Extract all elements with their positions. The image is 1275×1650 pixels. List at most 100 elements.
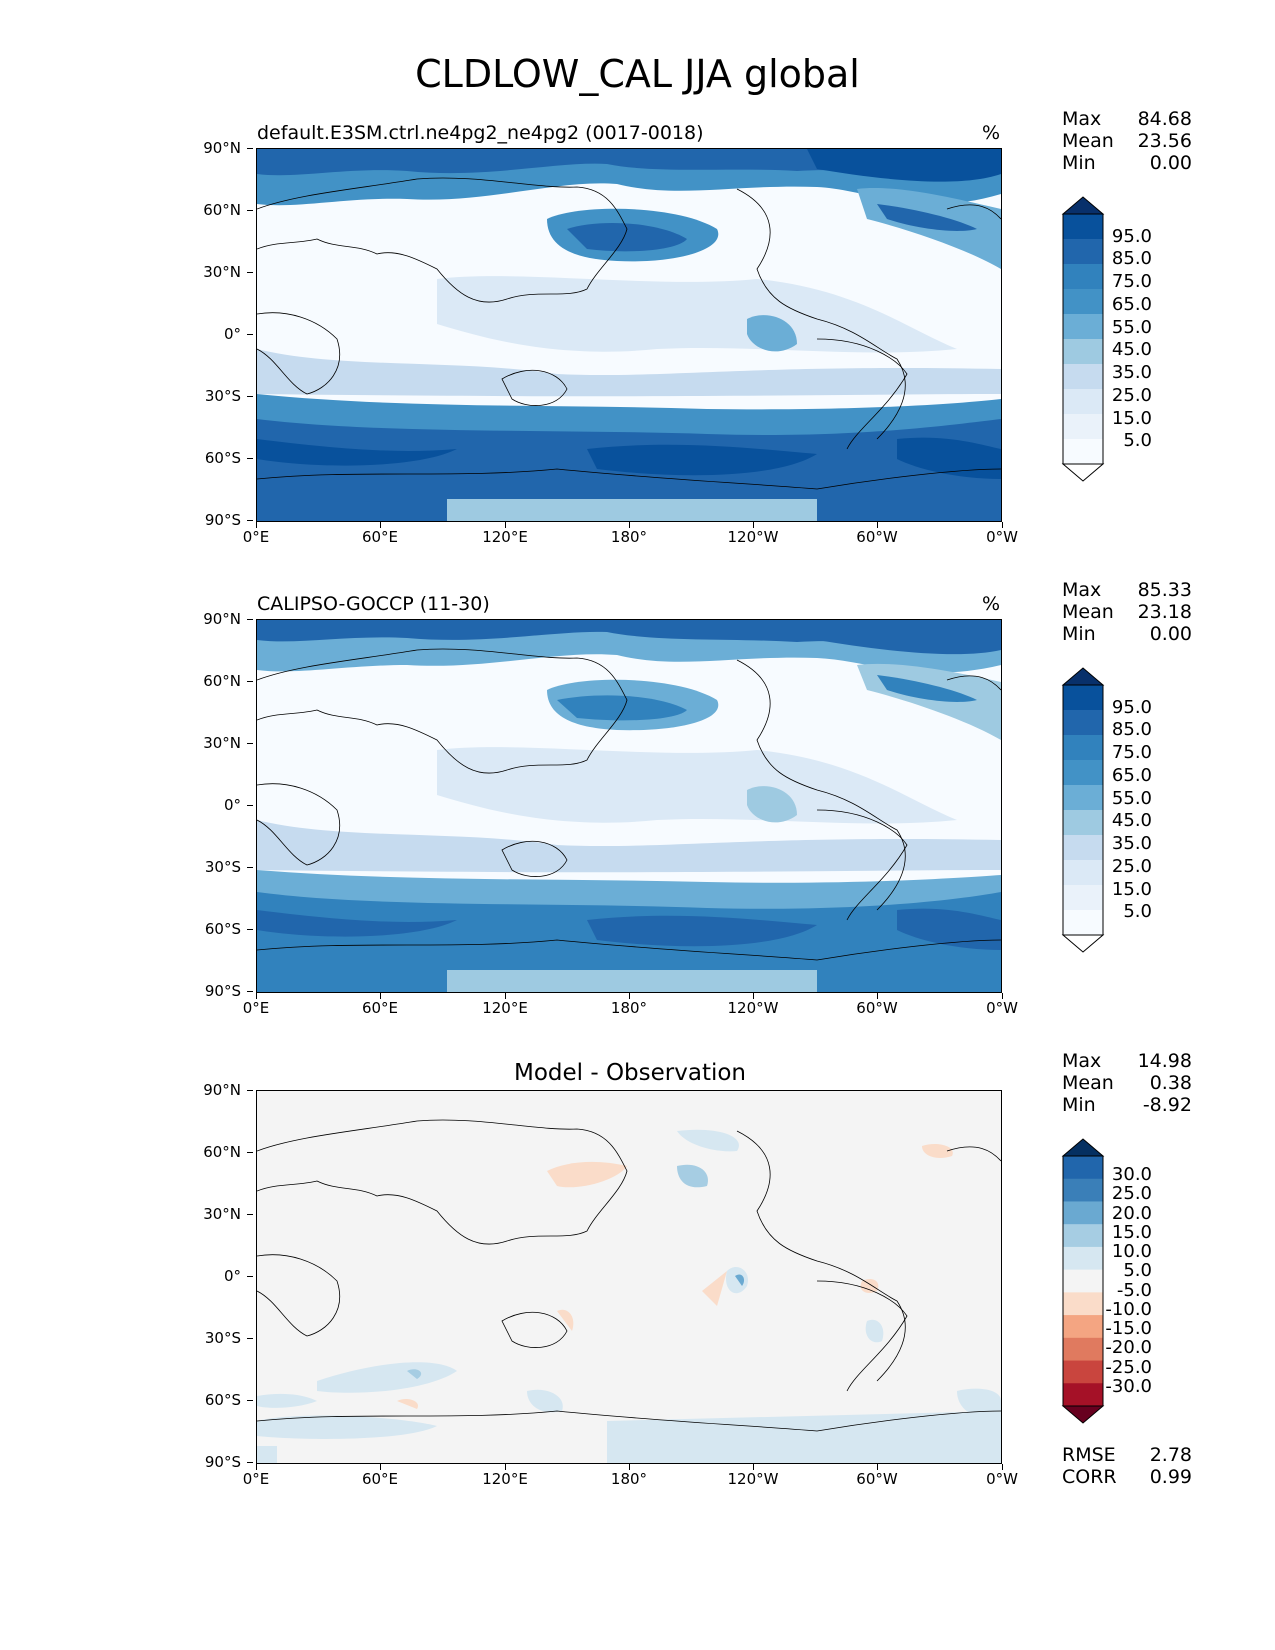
colorbar-extension-min	[1061, 934, 1105, 953]
colorbar-swatch	[1063, 1156, 1103, 1180]
stat-corr: 0.99	[1149, 1466, 1192, 1488]
colorbar-swatch	[1063, 1315, 1103, 1339]
y-tick-label: 90°S	[185, 982, 253, 1000]
map-observation-field	[257, 620, 1001, 992]
panel-title: CALIPSO-GOCCP (11-30)	[257, 593, 490, 615]
colorbar-swatch	[1063, 439, 1103, 465]
colorbar-swatch	[1063, 1246, 1103, 1271]
map-observation	[256, 619, 1002, 993]
x-tick-label: 180°	[589, 522, 669, 546]
stats-box: Max 14.98 Mean 0.38 Min -8.92	[1062, 1050, 1192, 1116]
colorbar-swatch	[1063, 1224, 1103, 1248]
stats-box: Max 84.68 Mean 23.56 Min 0.00	[1062, 108, 1192, 174]
colorbar-swatch	[1063, 710, 1103, 736]
colorbar-swatch	[1063, 1178, 1103, 1202]
colorbar-swatch	[1063, 835, 1103, 861]
y-tick-label: 90°N	[185, 1081, 253, 1099]
y-tick-label: 30°S	[185, 858, 253, 876]
stat-mean: 0.38	[1149, 1072, 1192, 1094]
map-difference-field	[257, 1091, 1001, 1463]
colorbar-tick-label: 25.0	[1111, 384, 1152, 406]
x-tick-label: 120°E	[465, 1464, 545, 1488]
colorbar-extension-max	[1061, 1138, 1105, 1157]
y-tick-label: 30°S	[185, 1329, 253, 1347]
colorbar-swatch	[1063, 810, 1103, 836]
x-tick-label: 0°E	[216, 993, 296, 1017]
colorbar-swatch	[1063, 1201, 1103, 1225]
colorbar-swatch	[1063, 339, 1103, 365]
colorbar-swatches	[1061, 1138, 1105, 1424]
x-tick-label: 120°W	[713, 522, 793, 546]
colorbar-swatch	[1063, 289, 1103, 315]
colorbar-tick-label: 35.0	[1111, 362, 1152, 384]
y-tick-label: 30°N	[185, 263, 253, 281]
colorbar-tick-label: -30.0	[1105, 1375, 1152, 1397]
colorbar-swatch	[1063, 760, 1103, 786]
colorbar-tick-label: 15.0	[1111, 878, 1152, 900]
y-tick-label: 60°N	[185, 672, 253, 690]
colorbar-swatch	[1063, 364, 1103, 390]
colorbar-tick-label: -15.0	[1105, 1318, 1152, 1340]
y-tick-label: 30°N	[185, 734, 253, 752]
colorbar-tick-label: 5.0	[1123, 430, 1152, 452]
colorbar-tick-label: 35.0	[1111, 833, 1152, 855]
colorbar-tick-label: -25.0	[1105, 1356, 1152, 1378]
colorbar-swatch	[1063, 414, 1103, 440]
colorbar-swatches	[1061, 196, 1105, 482]
stat-mean: 23.18	[1137, 601, 1192, 623]
colorbar-tick-label: 55.0	[1111, 316, 1152, 338]
colorbar-tick-label: 75.0	[1111, 271, 1152, 293]
colorbar-swatch	[1063, 685, 1103, 711]
x-tick-label: 120°E	[465, 522, 545, 546]
y-tick-label: 0°	[185, 325, 253, 343]
x-tick-label: 120°W	[713, 993, 793, 1017]
y-tick-label: 90°N	[185, 139, 253, 157]
colorbar-tick-label: -10.0	[1105, 1298, 1152, 1320]
colorbar-swatch	[1063, 785, 1103, 811]
colorbar-swatches	[1061, 667, 1105, 953]
x-tick-label: 60°W	[837, 522, 917, 546]
stat-label: Max	[1062, 1050, 1102, 1072]
x-tick-label: 60°W	[837, 993, 917, 1017]
colorbar-swatch	[1063, 1360, 1103, 1384]
panel-units: %	[982, 122, 1001, 144]
stat-label: Max	[1062, 579, 1102, 601]
x-tick-label: 0°E	[216, 522, 296, 546]
colorbar-frame	[1062, 213, 1104, 465]
y-tick-label: 60°N	[185, 1143, 253, 1161]
colorbar-tick-label: 15.0	[1111, 1221, 1152, 1243]
stat-label: Min	[1062, 152, 1096, 174]
y-tick-label: 30°N	[185, 1205, 253, 1223]
colorbar-tick-label: 55.0	[1111, 787, 1152, 809]
colorbar-swatch	[1063, 885, 1103, 911]
colorbar-swatch	[1063, 1337, 1103, 1362]
map-model	[256, 148, 1002, 522]
colorbar-tick-label: 5.0	[1123, 901, 1152, 923]
colorbar-tick-label: 20.0	[1111, 1202, 1152, 1224]
x-tick-label: 180°	[589, 1464, 669, 1488]
panel-title: Model - Observation	[513, 1060, 747, 1086]
y-tick-label: 60°S	[185, 449, 253, 467]
y-tick-label: 90°S	[185, 1453, 253, 1471]
x-tick-label: 120°W	[713, 1464, 793, 1488]
colorbar-swatch	[1063, 1383, 1103, 1407]
y-tick-label: 90°N	[185, 610, 253, 628]
colorbar-swatch	[1063, 1269, 1103, 1293]
colorbar-tick-label: 45.0	[1111, 339, 1152, 361]
colorbar-tick-label: -20.0	[1105, 1337, 1152, 1359]
panel-units: %	[982, 593, 1001, 615]
colorbar-swatch	[1063, 239, 1103, 265]
stat-mean: 23.56	[1137, 130, 1192, 152]
stats-box: Max 85.33 Mean 23.18 Min 0.00	[1062, 579, 1192, 645]
colorbar-tick-label: 5.0	[1123, 1260, 1152, 1282]
map-model-field	[257, 149, 1001, 521]
y-tick-label: 60°N	[185, 201, 253, 219]
colorbar-tick-label: 95.0	[1111, 225, 1152, 247]
stat-min: 0.00	[1149, 152, 1192, 174]
colorbar-tick-label: 10.0	[1111, 1241, 1152, 1263]
colorbar-tick-label: 65.0	[1111, 293, 1152, 315]
colorbar-swatch	[1063, 735, 1103, 761]
colorbar-extension-max	[1061, 196, 1105, 215]
colorbar-frame	[1062, 684, 1104, 936]
colorbar-swatch	[1063, 1292, 1103, 1316]
